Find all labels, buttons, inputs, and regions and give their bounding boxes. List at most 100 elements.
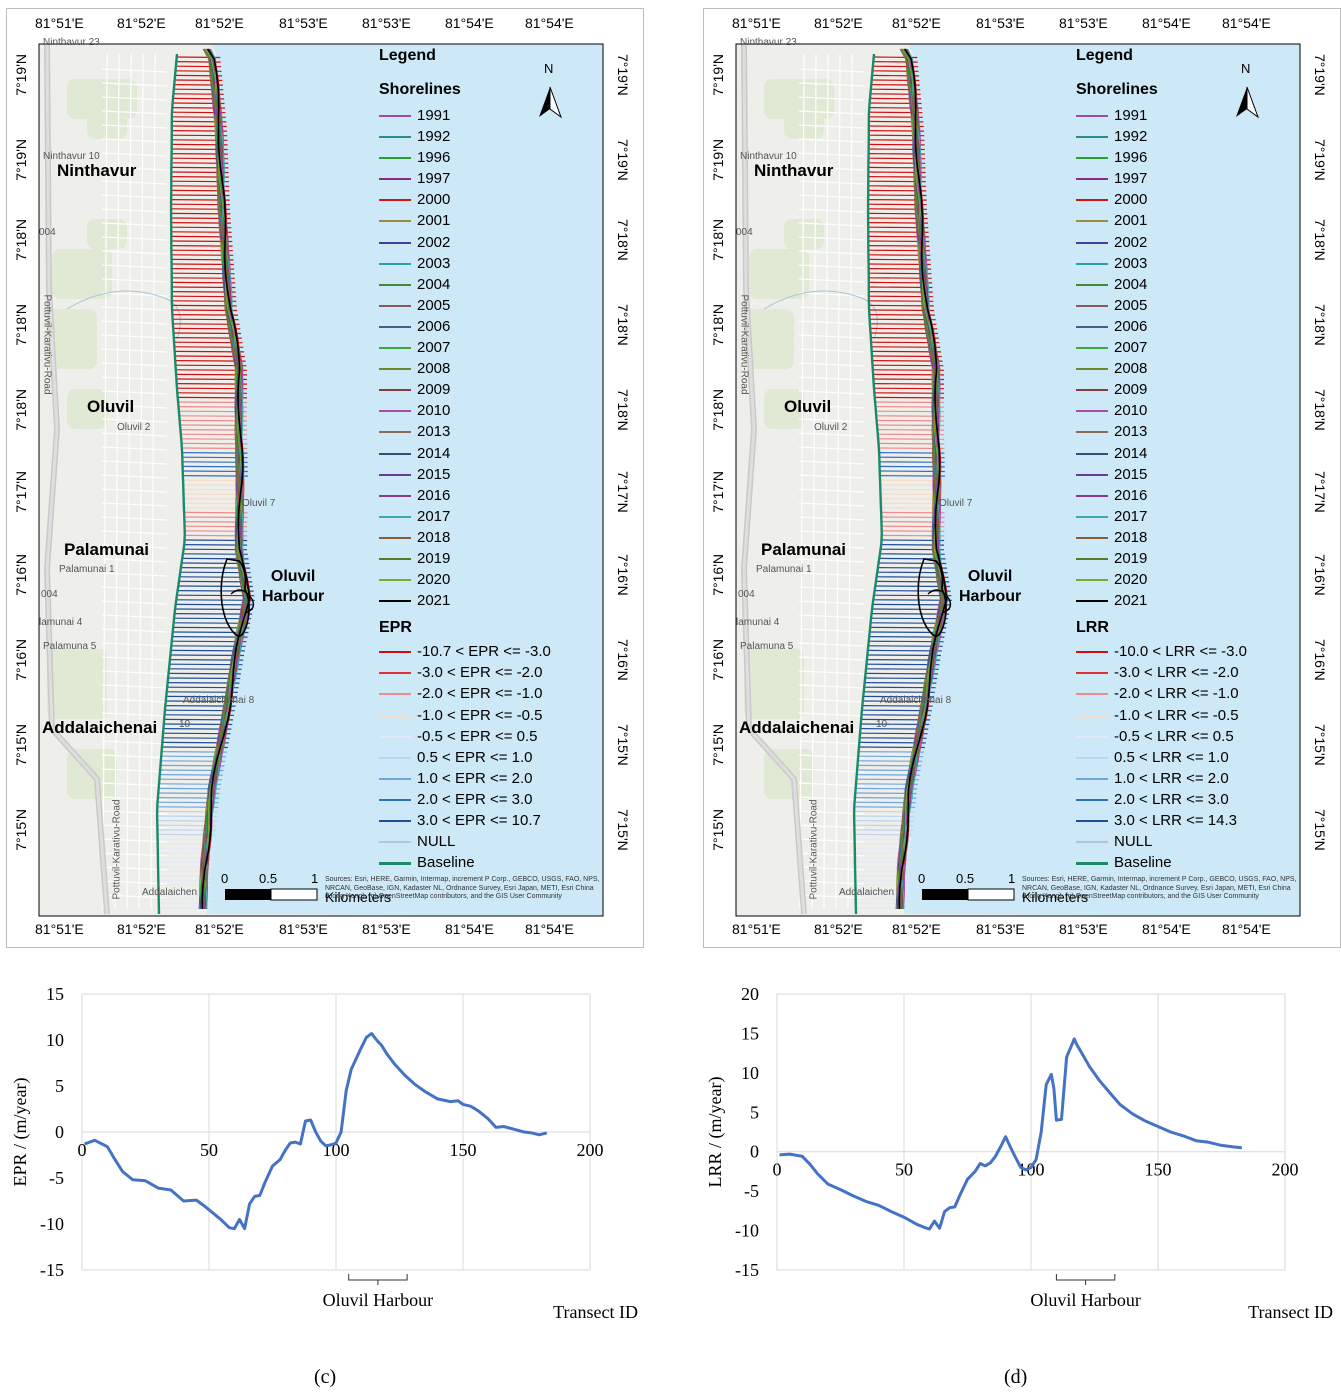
transect-line xyxy=(177,589,254,592)
legend-rate-title: EPR xyxy=(379,619,412,637)
map-label-p5: Palamuna 5 xyxy=(43,641,97,652)
street xyxy=(799,53,805,910)
lon-label-bottom: 81°53'E xyxy=(362,921,411,937)
legend-shoreline-year: 2016 xyxy=(417,486,451,504)
annotation-label: Oluvil Harbour xyxy=(1030,1290,1140,1310)
street xyxy=(798,474,865,479)
x-tick-label: 200 xyxy=(577,1140,604,1160)
y-tick-label: 5 xyxy=(55,1076,64,1096)
legend-swatch xyxy=(1076,262,1108,265)
street xyxy=(101,68,168,73)
legend-rate-item: 2.0 < LRR <= 3.0 xyxy=(1076,789,1247,810)
street xyxy=(101,782,168,787)
street xyxy=(798,838,865,843)
street xyxy=(798,796,865,801)
legend-rate-class: 3.0 < LRR <= 14.3 xyxy=(1114,812,1238,829)
legend-shoreline-item: 1997 xyxy=(1076,168,1247,189)
map-label-a8: Addalaichenai 8 xyxy=(880,695,952,706)
legend-shoreline-item: 2001 xyxy=(1076,210,1247,231)
street xyxy=(835,53,841,910)
street xyxy=(798,348,865,353)
legend-rate-class: -10.0 < LRR <= -3.0 xyxy=(1114,643,1247,661)
legend-baseline-label: Baseline xyxy=(417,854,475,872)
street xyxy=(101,152,168,157)
lon-label-bottom: 81°53'E xyxy=(1059,921,1108,937)
legend-shoreline-year: 2000 xyxy=(1114,191,1148,209)
lat-label-left: 7°15'N xyxy=(710,724,726,766)
place-ninthavur: Ninthavur xyxy=(754,161,834,180)
vegetation-patch xyxy=(764,389,804,429)
legend-swatch xyxy=(379,756,411,759)
street xyxy=(798,852,865,857)
legend-shoreline-year: 2014 xyxy=(1114,444,1148,462)
street xyxy=(101,250,168,255)
street xyxy=(101,390,168,395)
legend-shorelines-title: Shorelines xyxy=(379,81,461,98)
lat-label-right: 7°19'N xyxy=(615,54,631,96)
legend-shoreline-year: 2019 xyxy=(417,549,451,567)
street xyxy=(798,698,865,703)
lat-label-left: 7°15'N xyxy=(710,809,726,851)
legend-title: Legend xyxy=(379,47,436,64)
legend-swatch xyxy=(1076,536,1108,539)
transect-line xyxy=(874,589,951,592)
street xyxy=(798,222,865,227)
scale-bar-black xyxy=(225,889,271,900)
lat-label-right: 7°19'N xyxy=(615,139,631,181)
transect-line xyxy=(174,608,254,611)
street xyxy=(101,712,168,717)
map-label-r004: 004 xyxy=(41,589,58,600)
street xyxy=(101,558,168,563)
place-palamunai: Palamunai xyxy=(64,540,150,559)
street xyxy=(101,180,168,185)
legend-shoreline-item: 2004 xyxy=(1076,274,1247,295)
legend-swatch xyxy=(379,862,411,866)
map-legend: Legend Shorelines 1991 1992 1996 1997 2000 2001… xyxy=(1076,45,1247,873)
legend-rate-class: NULL xyxy=(417,833,456,851)
legend-rate-item: -1.0 < EPR <= -0.5 xyxy=(379,705,551,726)
y-tick-label: 0 xyxy=(750,1142,759,1162)
lat-label-right: 7°17'N xyxy=(1312,471,1328,513)
legend-rate-class: 0.5 < LRR <= 1.0 xyxy=(1114,748,1229,766)
transect-line xyxy=(875,585,950,588)
street xyxy=(101,362,168,367)
y-tick-label: 15 xyxy=(46,984,64,1004)
transect-line xyxy=(870,626,947,629)
street xyxy=(798,152,865,157)
x-tick-label: 0 xyxy=(78,1140,87,1160)
legend-rate-item: 3.0 < LRR <= 14.3 xyxy=(1076,810,1247,831)
legend-rate-item: 1.0 < EPR <= 2.0 xyxy=(379,768,551,789)
legend-swatch xyxy=(379,515,411,518)
legend-shoreline-year: 1991 xyxy=(1114,107,1148,124)
legend-shoreline-item: 2007 xyxy=(1076,337,1247,358)
street xyxy=(798,488,865,493)
lat-label-right: 7°17'N xyxy=(615,471,631,513)
street xyxy=(101,208,168,213)
street xyxy=(101,670,168,675)
x-axis-label: Transect ID xyxy=(1248,1302,1333,1322)
transect-line xyxy=(172,635,248,638)
legend-shoreline-year: 1996 xyxy=(1114,149,1148,167)
map-panel-d: 81°51'E 81°51'E 81°52'E 81°52'E 81°52'E 81°52… xyxy=(703,8,1341,948)
lat-label-right: 7°15'N xyxy=(1312,809,1328,851)
legend-shoreline-year: 2009 xyxy=(1114,381,1148,399)
street xyxy=(798,432,865,437)
place-oluvil-harbour: Oluvil Harbour xyxy=(262,567,324,607)
street xyxy=(798,334,865,339)
lat-label-left: 7°17'N xyxy=(13,471,29,513)
street xyxy=(798,712,865,717)
street xyxy=(101,404,168,409)
legend-shoreline-item: 2005 xyxy=(1076,295,1247,316)
vegetation-patch xyxy=(67,79,137,119)
lat-label-left: 7°16'N xyxy=(710,554,726,596)
legend-shoreline-year: 2021 xyxy=(417,592,451,610)
street xyxy=(798,866,865,871)
legend-rate-class: NULL xyxy=(1114,833,1153,851)
legend-swatch xyxy=(1076,115,1108,117)
street xyxy=(101,320,168,325)
street xyxy=(798,250,865,255)
scale-tick-05: 0.5 xyxy=(956,871,975,886)
legend-swatch xyxy=(379,714,411,717)
street xyxy=(798,628,865,633)
lon-label-top: 81°52'E xyxy=(117,15,166,31)
